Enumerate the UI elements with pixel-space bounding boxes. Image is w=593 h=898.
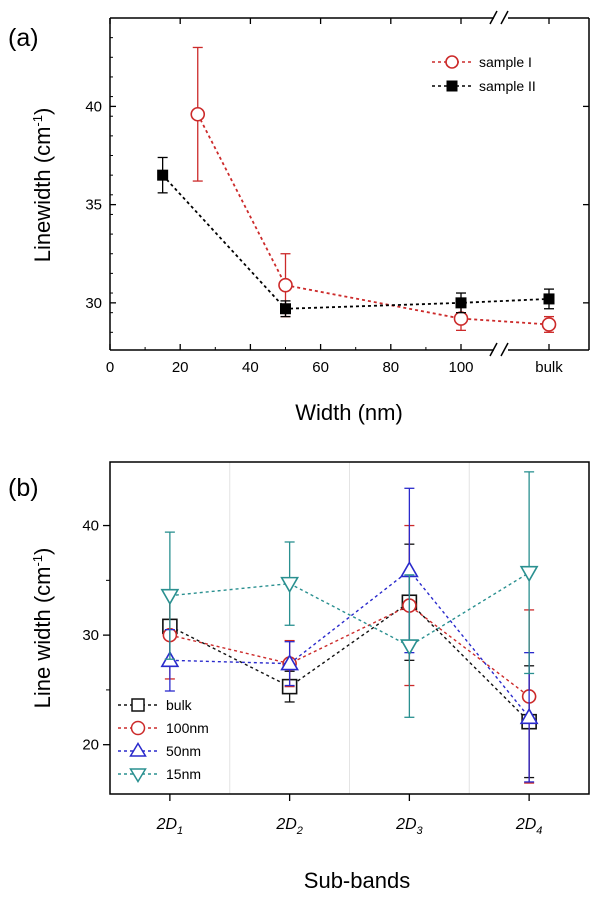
legend-b-item-50nm: 50nm <box>118 742 201 759</box>
legend-a-item-sample-1: sample I <box>432 54 532 70</box>
legend-a-label-sample-1: sample I <box>479 54 532 70</box>
panel-b-y-label-main: Line width (cm <box>30 567 55 709</box>
panel-a-y-label-main: Linewidth (cm <box>30 127 55 263</box>
legend-b-label-50nm: 50nm <box>166 743 201 759</box>
x-tick-label-b-subscript: 3 <box>417 825 424 837</box>
panel-b-gridlines <box>229 462 470 794</box>
panel-a-y-axis-label: Linewidth (cm-1) <box>30 108 55 263</box>
x-tick-label-a-80: 80 <box>382 359 399 376</box>
panel-a-legend: sample I sample II <box>432 54 536 94</box>
x-tick-label-a-bulk: bulk <box>535 359 563 376</box>
x-tick-label-b-0: 2D1 <box>156 816 184 837</box>
y-tick-label-a-30: 30 <box>85 295 102 312</box>
series-a-1-point <box>543 293 555 305</box>
panel-a-label: (a) <box>8 24 39 52</box>
x-tick-label-b-main: 2D <box>275 816 297 833</box>
x-tick-label-b-subscript: 4 <box>536 825 542 837</box>
y-tick-label-b-40: 40 <box>82 518 99 535</box>
legend-b-square-marker <box>131 698 145 712</box>
legend-b-triangle-down-marker <box>129 768 147 783</box>
series-b-2-line <box>169 569 530 718</box>
legend-a-item-sample-2: sample II <box>432 78 536 94</box>
panel-b-y-label-close: ) <box>30 548 55 555</box>
series-a-1-point <box>455 297 467 309</box>
x-tick-label-a-100: 100 <box>448 359 473 376</box>
legend-b-item-15nm: 15nm <box>118 766 201 783</box>
x-tick-label-a-0: 0 <box>106 359 114 376</box>
legend-b-circle-marker <box>130 720 146 736</box>
series-b-3-point <box>399 639 419 656</box>
y-tick-label-b-20: 20 <box>82 737 99 754</box>
series-a-1-point <box>157 169 169 181</box>
series-b-3-point <box>280 576 300 594</box>
series-a-1-point <box>280 303 291 315</box>
panel-b-x-axis-label: Sub-bands <box>304 868 410 893</box>
panel-a-ticks: 0 20 40 60 80 100 bulk 30 35 40 <box>85 18 589 376</box>
x-tick-label-b-2: 2D3 <box>395 816 423 837</box>
series-b-3-point <box>160 588 180 606</box>
panel-b-y-label-sup: -1 <box>30 555 45 567</box>
legend-b-item-bulk: bulk <box>118 697 193 713</box>
panel-a-plot <box>157 46 557 333</box>
series-a-0-point <box>453 311 469 326</box>
legend-b-item-100nm: 100nm <box>118 720 209 736</box>
x-tick-label-b-subscript: 2 <box>296 825 303 837</box>
legend-a-circle-marker <box>445 55 459 69</box>
x-tick-label-b-subscript: 1 <box>177 825 183 837</box>
panel-a-y-label-close: ) <box>30 108 55 115</box>
series-a-0-point <box>541 317 557 332</box>
series-b-0-line <box>169 601 530 723</box>
x-tick-label-b-3: 2D4 <box>515 816 543 837</box>
y-tick-label-b-30: 30 <box>82 627 99 644</box>
y-tick-label-a-35: 35 <box>85 197 102 214</box>
series-a-1-line <box>161 174 550 310</box>
series-a-0-line <box>196 113 550 326</box>
panel-b-label: (b) <box>8 474 39 502</box>
series-b-1-line <box>169 604 530 698</box>
x-tick-label-a-60: 60 <box>312 359 329 376</box>
series-b-3-line <box>169 572 530 647</box>
series-a-0-point <box>190 106 206 122</box>
legend-b-label-15nm: 15nm <box>166 766 201 782</box>
x-tick-label-b-main: 2D <box>395 816 417 833</box>
panel-a-y-label-sup: -1 <box>30 115 45 127</box>
series-b-2-point <box>519 707 539 725</box>
panel-b-legend: bulk 100nm 50nm 15nm <box>118 697 209 783</box>
legend-a-square-marker <box>446 80 458 92</box>
x-tick-label-b-1: 2D2 <box>275 816 303 837</box>
x-tick-label-b-main: 2D <box>156 816 178 833</box>
series-b-3-point <box>519 565 539 583</box>
x-tick-label-b-main: 2D <box>515 816 537 833</box>
panel-a-x-axis-label: Width (nm) <box>295 400 403 425</box>
series-b-2-point <box>280 653 300 671</box>
y-tick-label-a-40: 40 <box>85 98 102 115</box>
series-a-0-point <box>278 277 293 293</box>
legend-a-label-sample-2: sample II <box>479 78 536 94</box>
x-tick-label-a-20: 20 <box>172 359 189 376</box>
legend-b-label-bulk: bulk <box>166 697 193 713</box>
panel-b-y-axis-label: Line width (cm-1) <box>30 548 55 709</box>
panel-b-plot <box>160 471 539 784</box>
panel-a: (a) 0 20 40 60 80 100 bulk 30 35 40 Width (nm) Li… <box>8 10 590 425</box>
x-tick-label-a-40: 40 <box>242 359 259 376</box>
legend-b-triangle-up-marker <box>129 742 147 757</box>
legend-b-label-100nm: 100nm <box>166 720 209 736</box>
panel-b-frame <box>109 461 590 795</box>
